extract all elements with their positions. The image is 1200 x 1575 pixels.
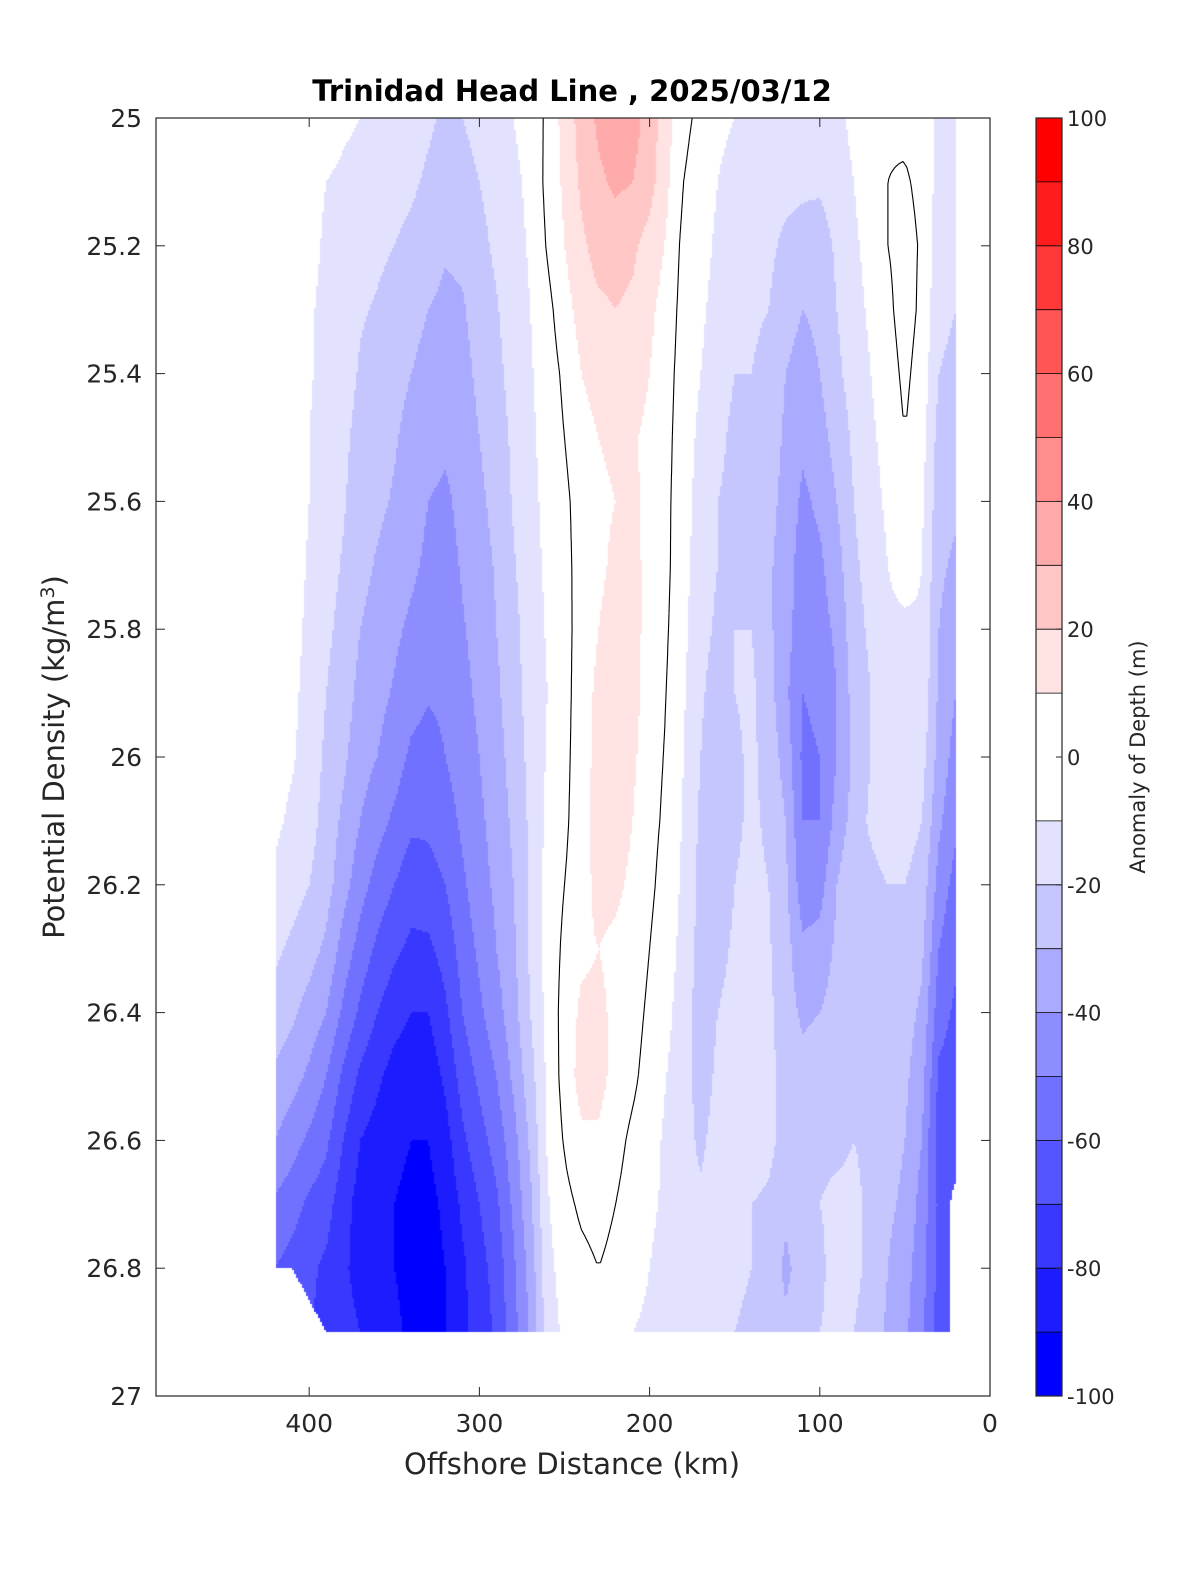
colorbar-segment bbox=[1036, 118, 1062, 182]
y-tick-label: 26 bbox=[110, 743, 142, 772]
colorbar-segment bbox=[1036, 884, 1062, 949]
colorbar-segment bbox=[1036, 629, 1062, 694]
y-tick-label: 25.2 bbox=[86, 232, 142, 261]
colorbar-segment bbox=[1036, 565, 1062, 630]
y-axis-label-superscript: 3 bbox=[37, 586, 59, 598]
zero-contour-lines bbox=[542, 118, 919, 1264]
colorbar-segment bbox=[1036, 245, 1062, 310]
colorbar-tick-label: 100 bbox=[1067, 107, 1107, 131]
colorbar-segment bbox=[1036, 820, 1062, 885]
colorbar-segment bbox=[1036, 437, 1062, 502]
colorbar-segment bbox=[1036, 309, 1062, 374]
colorbar-segment bbox=[1036, 1204, 1062, 1269]
y-tick-label: 25.6 bbox=[86, 487, 142, 516]
chart-title: Trinidad Head Line , 2025/03/12 bbox=[312, 74, 832, 108]
x-tick-label: 400 bbox=[285, 1409, 333, 1438]
y-tick-label: 26.6 bbox=[86, 1126, 142, 1155]
colorbar-tick-label: -100 bbox=[1067, 1385, 1115, 1409]
colorbar-tick-label: -40 bbox=[1067, 1002, 1101, 1026]
x-tick-label: 100 bbox=[796, 1409, 844, 1438]
colorbar-segment bbox=[1036, 1012, 1062, 1077]
colorbar-segment bbox=[1036, 1076, 1062, 1141]
colorbar-segment bbox=[1036, 181, 1062, 246]
colorbar-tick-label: 40 bbox=[1067, 490, 1094, 514]
colorbar-tick-label: 20 bbox=[1067, 618, 1094, 642]
filled-contour-field bbox=[156, 118, 990, 1396]
x-axis-label: Offshore Distance (km) bbox=[404, 1447, 740, 1481]
colorbar-segment bbox=[1036, 1332, 1062, 1396]
colorbar-segment bbox=[1036, 373, 1062, 438]
colorbar-tick-label: 0 bbox=[1067, 746, 1080, 770]
colorbar-tick-label: -20 bbox=[1067, 874, 1101, 898]
x-axis: 400 300 200 100 0 bbox=[285, 118, 998, 1438]
colorbar-tick-label: 60 bbox=[1067, 363, 1094, 387]
y-axis-label-text: Potential Density (kg/m bbox=[37, 599, 71, 939]
colorbar-segment bbox=[1036, 501, 1062, 566]
zero-contour-line bbox=[542, 118, 919, 1264]
y-axis-label-close: ) bbox=[37, 575, 71, 586]
x-tick-label: 200 bbox=[626, 1409, 674, 1438]
colorbar-label: Anomaly of Depth (m) bbox=[1126, 640, 1150, 873]
y-axis: 25 25.2 25.4 25.6 25.8 26 26.2 26.4 26.6 26.8 27 bbox=[86, 104, 990, 1411]
colorbar-tick-label: -60 bbox=[1067, 1129, 1101, 1153]
colorbar-tick-label: 80 bbox=[1067, 235, 1094, 259]
contour-image bbox=[156, 118, 990, 1396]
y-tick-label: 25.8 bbox=[86, 615, 142, 644]
x-tick-label: 0 bbox=[982, 1409, 998, 1438]
colorbar bbox=[1036, 117, 1062, 1397]
y-tick-label: 27 bbox=[110, 1382, 142, 1411]
colorbar-segment bbox=[1036, 948, 1062, 1013]
y-tick-label: 25 bbox=[110, 104, 142, 133]
x-tick-label: 300 bbox=[456, 1409, 504, 1438]
y-tick-label: 26.8 bbox=[86, 1254, 142, 1283]
colorbar-tick-label: -80 bbox=[1067, 1257, 1101, 1281]
y-tick-label: 26.2 bbox=[86, 871, 142, 900]
colorbar-ticks: 100 80 60 40 20 0 -20 -40 -60 -80 -100 bbox=[1056, 107, 1115, 1409]
colorbar-segment bbox=[1036, 1268, 1062, 1333]
y-tick-label: 25.4 bbox=[86, 360, 142, 389]
y-tick-label: 26.4 bbox=[86, 999, 142, 1028]
colorbar-segment bbox=[1036, 1140, 1062, 1205]
y-axis-label: Potential Density (kg/m3) bbox=[37, 575, 71, 939]
